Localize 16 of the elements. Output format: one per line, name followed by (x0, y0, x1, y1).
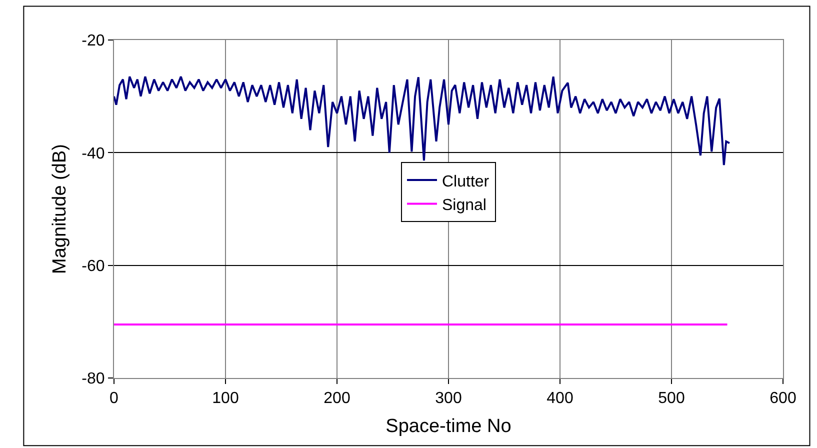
x-tick-label: 100 (212, 390, 239, 408)
x-tick-label: 200 (324, 390, 350, 408)
y-tick-label: -80 (82, 370, 105, 388)
x-tick-label: 600 (770, 390, 796, 408)
x-tick-label: 300 (435, 390, 462, 408)
x-tick-label: 500 (658, 390, 685, 408)
legend-label: Clutter (442, 173, 490, 190)
y-tick-label: -20 (82, 32, 105, 50)
y-tick-label: -60 (82, 258, 105, 275)
legend-label: Signal (442, 197, 486, 214)
y-tick-label: -40 (82, 145, 105, 162)
y-axis-title: Magnitude (dB) (50, 144, 71, 274)
x-tick-label: 400 (546, 390, 574, 408)
x-axis-title: Space-time No (386, 416, 512, 437)
x-tick-label: 0 (110, 390, 119, 408)
line-series (114, 76, 730, 166)
